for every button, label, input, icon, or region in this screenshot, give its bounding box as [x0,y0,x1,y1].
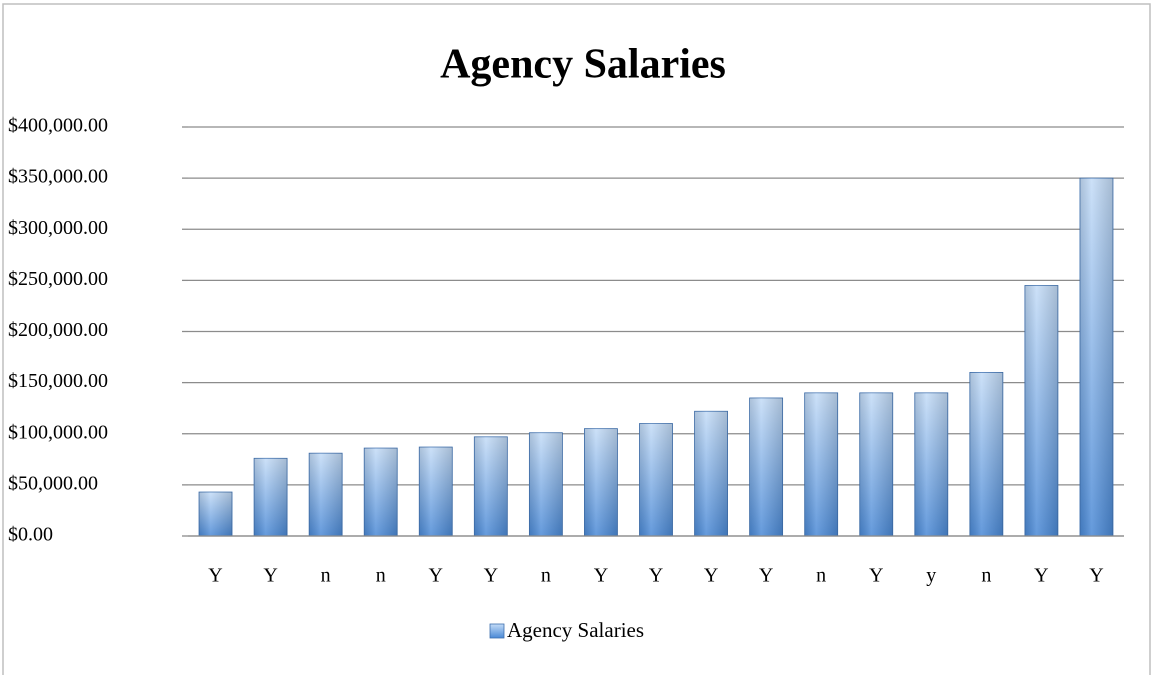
x-tick-label: n [321,565,331,587]
x-tick-label: n [376,565,386,587]
chart-title: Agency Salaries [440,42,726,88]
bar-shade [804,392,838,536]
bar-shade [309,453,343,536]
x-tick-label: Y [263,565,277,587]
y-tick-label: $150,000.00 [8,370,108,392]
y-tick-label: $200,000.00 [8,319,108,341]
bar-shade [1024,285,1058,536]
x-tick-label: Y [649,565,663,587]
y-tick-label: $0.00 [8,524,53,546]
y-tick-label: $400,000.00 [8,115,108,137]
bar-shade [859,392,893,536]
y-tick-label: $250,000.00 [8,268,108,290]
x-tick-label: n [816,565,826,587]
y-tick-label: $350,000.00 [8,166,108,188]
x-tick-label: Y [759,565,773,587]
bar-shade [584,428,618,536]
x-tick-label: Y [704,565,718,587]
x-tick-label: Y [869,565,883,587]
bar-shade [254,458,288,536]
y-tick-label: $300,000.00 [8,217,108,239]
bar-shade [419,447,453,536]
x-tick-label: Y [429,565,443,587]
bar-shade [639,423,673,536]
chart-frame [2,3,1151,675]
y-tick-label: $50,000.00 [8,472,98,494]
bar-shade [749,397,783,536]
x-tick-label: Y [1034,565,1048,587]
x-tick-label: y [926,565,936,587]
bar-shade [694,411,728,536]
bar-shade [199,492,233,536]
bar-shade [969,372,1003,536]
bar-shade [914,392,948,536]
x-tick-label: Y [208,565,222,587]
x-tick-label: Y [484,565,498,587]
x-tick-label: n [981,565,991,587]
bar-shade [364,448,398,536]
x-tick-label: Y [1089,565,1103,587]
x-tick-label: n [541,565,551,587]
bar-shade [529,432,563,536]
bar-shade [474,436,508,536]
y-tick-label: $100,000.00 [8,421,108,443]
bar-shade [1079,178,1113,536]
x-tick-label: Y [594,565,608,587]
legend-swatch [489,623,505,639]
legend-label: Agency Salaries [507,618,644,642]
